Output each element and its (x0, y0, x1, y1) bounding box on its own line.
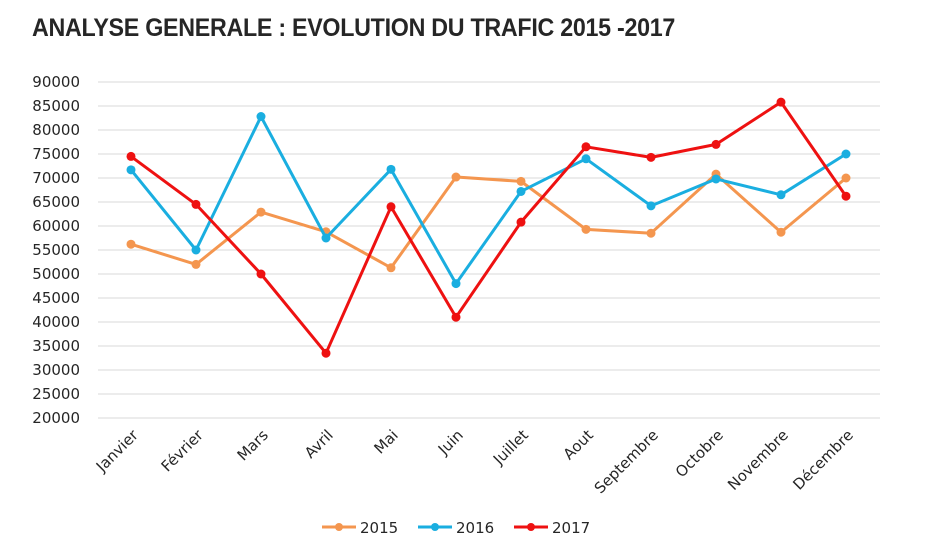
series-2017 (126, 97, 851, 358)
y-tick-label: 85000 (32, 97, 80, 115)
x-tick-label: Juin (434, 426, 467, 459)
series-line-2016 (129, 115, 848, 286)
data-point (256, 207, 266, 217)
series-line-2015 (129, 172, 848, 270)
data-point (516, 176, 526, 186)
y-tick-label: 70000 (32, 169, 80, 187)
x-tick-label: Avril (301, 426, 337, 462)
data-point (776, 190, 786, 200)
y-tick-label: 25000 (32, 385, 80, 403)
chart-title: ANALYSE GENERALE : EVOLUTION DU TRAFIC 2… (32, 14, 676, 42)
legend: 2015 2016 2017 (322, 519, 590, 537)
data-point (386, 164, 396, 174)
data-point (321, 348, 331, 358)
y-axis-ticks: 20000 25000 30000 35000 40000 45000 50000 55000… (32, 73, 80, 427)
data-point (646, 152, 656, 162)
data-point (386, 263, 396, 273)
data-point (776, 227, 786, 237)
data-point (711, 174, 721, 184)
data-point (126, 239, 136, 249)
data-point (581, 224, 591, 234)
legend-label: 2015 (360, 519, 398, 537)
x-tick-label: Novembre (724, 426, 792, 494)
data-point (386, 202, 396, 212)
data-point (646, 228, 656, 238)
x-tick-label: Février (158, 426, 208, 476)
series-lines (126, 97, 851, 358)
series-2016 (126, 112, 851, 289)
legend-swatch-marker (335, 523, 343, 531)
x-tick-label: Septembre (591, 426, 662, 497)
x-axis-ticks: Janvier Février Mars Avril Mai Juin Juillet Aou… (92, 426, 857, 498)
legend-item-2016: 2016 (418, 519, 494, 537)
legend-swatch-marker (431, 523, 439, 531)
data-point (451, 312, 461, 322)
y-tick-label: 45000 (32, 289, 80, 307)
data-point (841, 173, 851, 183)
series-line-2017 (129, 100, 848, 355)
data-point (451, 172, 461, 182)
y-tick-label: 65000 (32, 193, 80, 211)
data-point (516, 186, 526, 196)
data-point (841, 191, 851, 201)
x-tick-label: Janvier (92, 426, 142, 476)
data-point (711, 139, 721, 149)
x-tick-label: Octobre (672, 426, 727, 481)
data-point (256, 269, 266, 279)
data-point (126, 151, 136, 161)
data-point (191, 199, 201, 209)
data-point (191, 245, 201, 255)
legend-label: 2016 (456, 519, 494, 537)
data-point (451, 279, 461, 289)
series-2015 (126, 169, 851, 273)
legend-item-2017: 2017 (514, 519, 590, 537)
x-tick-label: Mars (234, 426, 272, 464)
x-tick-label: Décembre (789, 426, 857, 494)
y-tick-label: 60000 (32, 217, 80, 235)
legend-label: 2017 (552, 519, 590, 537)
x-tick-label: Mai (370, 426, 401, 457)
data-point (256, 112, 266, 122)
data-point (841, 149, 851, 159)
data-point (776, 97, 786, 107)
y-tick-label: 55000 (32, 241, 80, 259)
y-tick-label: 80000 (32, 121, 80, 139)
y-tick-label: 50000 (32, 265, 80, 283)
x-tick-label: Aout (560, 426, 597, 463)
data-point (516, 217, 526, 227)
data-point (126, 165, 136, 175)
data-point (581, 154, 591, 164)
y-tick-label: 35000 (32, 337, 80, 355)
y-tick-label: 20000 (32, 409, 80, 427)
y-tick-label: 90000 (32, 73, 80, 91)
legend-swatch-marker (527, 523, 535, 531)
data-point (581, 142, 591, 152)
y-tick-label: 30000 (32, 361, 80, 379)
legend-item-2015: 2015 (322, 519, 398, 537)
y-tick-label: 40000 (32, 313, 80, 331)
y-tick-label: 75000 (32, 145, 80, 163)
data-point (646, 201, 656, 211)
data-point (191, 259, 201, 269)
data-point (321, 233, 331, 243)
x-tick-label: Juillet (489, 426, 532, 469)
